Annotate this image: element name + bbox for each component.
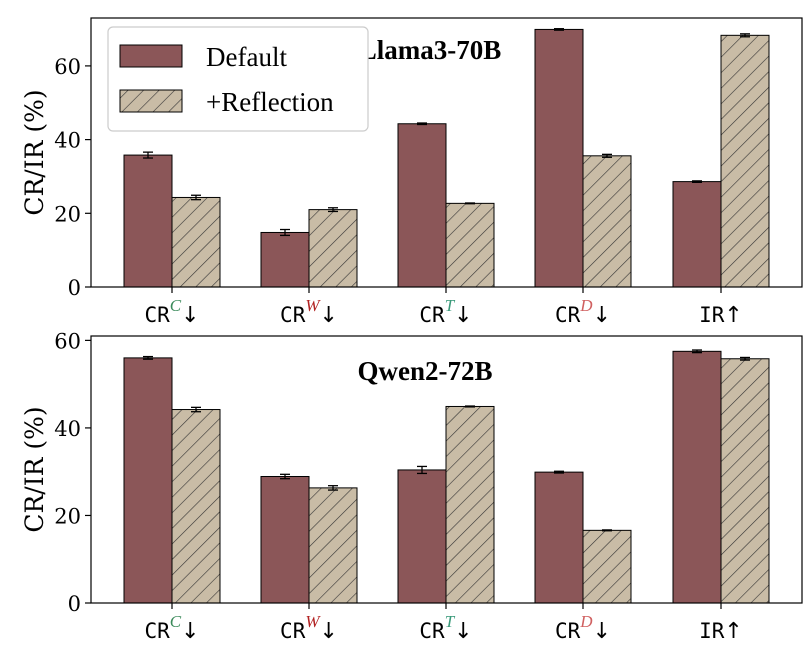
x-tick-label: CRC↓ (144, 612, 199, 644)
bar-default-1 (123, 357, 173, 604)
legend: Default +Reflection (107, 26, 369, 132)
x-tick-label: CRW↓ (280, 296, 338, 328)
x-tick-label: CRD↓ (555, 296, 611, 328)
y-tick-label: 40 (54, 129, 81, 153)
x-tick-label: CRC↓ (144, 296, 199, 328)
bar-default-3 (397, 123, 447, 288)
bar-default-4 (534, 471, 584, 604)
panel-1: 0 20 40 60 CRC↓ CRW↓ CRT↓ CRD↓ IR↑ CR/IR (%) Llama… (20, 17, 803, 328)
legend-swatch-2 (119, 89, 183, 113)
y-tick-label: 20 (54, 504, 81, 528)
panel-title: Qwen2-72B (358, 356, 493, 386)
x-tick-label: CRT↓ (419, 296, 472, 328)
bar-reflection-5 (720, 358, 770, 604)
bar-reflection-4 (582, 155, 632, 288)
y-tick-label: 0 (68, 276, 81, 300)
bar-reflection-2 (308, 487, 358, 604)
bar-default-5 (672, 350, 722, 604)
x-tick-label: CRT↓ (419, 612, 472, 644)
bar-reflection-3 (445, 202, 495, 288)
legend-label-2: +Reflection (206, 87, 334, 117)
panel-title: Llama3-70B (359, 35, 502, 65)
y-tick-label: 60 (54, 55, 81, 79)
legend-label-1: Default (206, 42, 287, 72)
y-tick-label: 60 (54, 329, 81, 353)
bar-reflection-4 (582, 529, 632, 604)
x-tick-label: CRW↓ (280, 612, 338, 644)
bar-default-5 (672, 181, 722, 288)
x-tick-label: IR↑ (699, 619, 743, 644)
x-tick-label: IR↑ (699, 303, 743, 328)
bar-reflection-1 (171, 196, 221, 288)
y-tick-label: 20 (54, 202, 81, 226)
y-tick-label: 40 (54, 417, 81, 441)
x-tick-label: CRD↓ (555, 612, 611, 644)
panel-2: 0 20 40 60 CRC↓ CRW↓ CRT↓ CRD↓ IR↑ CR/IR (%) Qwen2… (20, 329, 803, 644)
bar-reflection-3 (445, 405, 495, 604)
bar-default-3 (397, 469, 447, 604)
bar-default-2 (260, 476, 310, 604)
bar-reflection-1 (171, 409, 221, 604)
bar-default-2 (260, 231, 310, 288)
bar-reflection-5 (720, 34, 770, 288)
bar-default-4 (534, 28, 584, 288)
y-axis-label: CR/IR (%) (20, 89, 49, 215)
y-axis-label: CR/IR (%) (20, 406, 49, 532)
y-tick-label: 0 (68, 592, 81, 616)
bar-reflection-2 (308, 209, 358, 288)
legend-swatch-1 (119, 44, 183, 68)
bar-default-1 (123, 154, 173, 288)
